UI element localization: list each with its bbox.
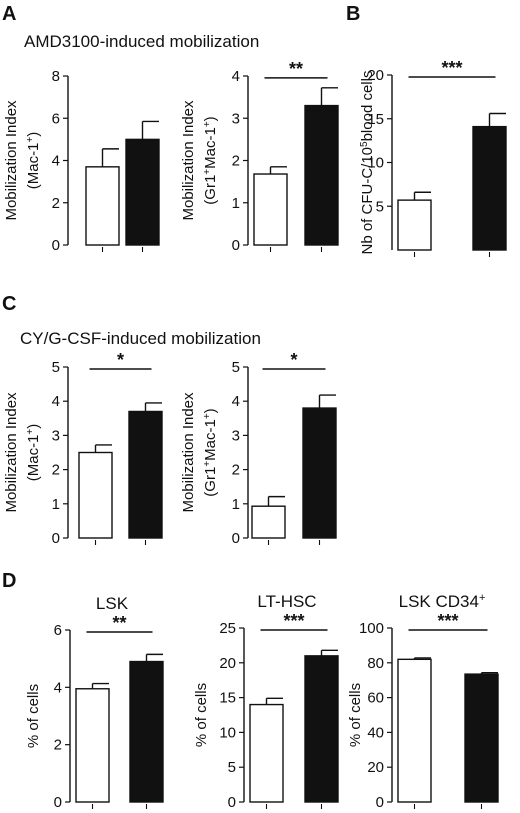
y-tick-label: 3: [232, 110, 240, 127]
significance-label: **: [289, 59, 303, 79]
y-tick-label: 20: [367, 759, 384, 776]
y-tick-label: 4: [232, 393, 240, 410]
y-tick-label: 0: [52, 530, 60, 547]
chart-d3: 0 20 40 60 80 100 % of cells ***LSK CD34+: [347, 592, 499, 811]
bar-treated: [129, 660, 164, 803]
y-tick-label: 40: [367, 724, 384, 741]
y-tick-label: 1: [232, 195, 240, 212]
chart-d2: 0 5 10 15 20 25 % of cells ***LT-HSC: [193, 592, 339, 811]
y-tick-label: 5: [228, 759, 236, 776]
y-tick-label: 15: [367, 111, 384, 128]
y-axis-label: (Gr1+Mac-1+): [202, 116, 220, 204]
y-tick-label: 4: [52, 153, 60, 170]
chart-d1: 0 2 4 6 % of cells **LSK: [25, 594, 164, 811]
y-tick-label: 100: [359, 620, 384, 637]
y-tick-label: 80: [367, 655, 384, 672]
bar-control: [249, 703, 284, 803]
y-tick-label: 2: [52, 195, 60, 212]
y-tick-label: 1: [52, 496, 60, 513]
y-tick-label: 5: [232, 359, 240, 376]
y-tick-label: 1: [232, 496, 240, 513]
significance-label: **: [112, 613, 126, 633]
bar-treated: [125, 138, 160, 246]
y-tick-label: 0: [52, 237, 60, 254]
y-tick-label: 5: [52, 359, 60, 376]
bar-treated: [302, 407, 337, 539]
chart-title: LT-HSC: [257, 592, 316, 611]
y-tick-label: 10: [367, 155, 384, 172]
y-axis-label: (Gr1+Mac-1+): [202, 408, 220, 496]
chart-a1: 0 2 4 6 8 Mobilization Index (Mac-1+): [3, 68, 160, 254]
y-tick-label: 8: [52, 68, 60, 85]
y-tick-label: 0: [232, 237, 240, 254]
significance-label: *: [290, 350, 297, 370]
bar-control: [253, 173, 288, 246]
y-axis-label: Nb of CFU-C/105blood cells: [359, 71, 377, 255]
panel-c-title: CY/G-CSF-induced mobilization: [20, 329, 261, 348]
bar-treated: [464, 673, 499, 803]
y-axis-label: % of cells: [193, 683, 210, 747]
chart-title: LSK CD34+: [399, 592, 486, 611]
bar-control: [78, 451, 113, 539]
y-tick-label: 2: [232, 153, 240, 170]
significance-label: ***: [283, 611, 304, 631]
y-axis-label: % of cells: [25, 684, 42, 748]
y-tick-label: 25: [219, 620, 236, 637]
y-tick-label: 20: [219, 655, 236, 672]
chart-a2: 0 1 2 3 4 Mobilization Index (Gr1+Mac-1+) **: [180, 59, 339, 254]
bar-treated: [304, 104, 339, 246]
significance-label: ***: [437, 611, 458, 631]
y-axis-label: (Mac-1+): [25, 424, 43, 482]
bar-treated: [304, 655, 339, 803]
panel-letter-b: B: [346, 3, 360, 25]
y-tick-label: 3: [232, 427, 240, 444]
y-tick-label: 6: [52, 110, 60, 127]
y-tick-label: 6: [54, 622, 62, 639]
y-axis-label: (Mac-1+): [25, 132, 43, 190]
charts-layer: 0 2 4 6 8 Mobilization Index (Mac-1+) 0 1 2 3 4 Mobi…: [3, 58, 507, 811]
y-tick-label: 4: [54, 679, 62, 696]
panel-letter-c: C: [2, 293, 16, 315]
y-tick-label: 2: [52, 462, 60, 479]
y-tick-label: 3: [52, 427, 60, 444]
panel-a-title: AMD3100-induced mobilization: [24, 32, 259, 51]
y-tick-label: 10: [219, 724, 236, 741]
y-tick-label: 0: [54, 794, 62, 811]
y-tick-label: 60: [367, 690, 384, 707]
y-tick-label: 0: [232, 530, 240, 547]
y-tick-label: 2: [232, 462, 240, 479]
significance-label: *: [117, 350, 124, 370]
y-tick-label: 2: [54, 737, 62, 754]
y-axis-label: Mobilization Index: [180, 100, 197, 221]
y-tick-label: 15: [219, 690, 236, 707]
bar-treated: [472, 125, 507, 251]
chart-c1: 0 1 2 3 4 5 Mobilization Index (Mac-1+) *: [3, 350, 163, 547]
y-tick-label: 20: [367, 67, 384, 84]
y-tick-label: 0: [376, 794, 384, 811]
y-axis-label: % of cells: [347, 683, 364, 747]
significance-label: ***: [441, 58, 462, 78]
bar-control: [397, 199, 432, 251]
bar-control: [397, 658, 432, 803]
y-tick-label: 4: [232, 68, 240, 85]
bar-control: [251, 505, 286, 539]
bar-control: [75, 688, 110, 803]
bar-control: [85, 166, 120, 246]
y-tick-label: 0: [228, 794, 236, 811]
chart-c2: 0 1 2 3 4 5 Mobilization Index (Gr1+Mac-1+) *: [180, 350, 337, 547]
chart-title: LSK: [96, 594, 129, 613]
y-axis-label: Mobilization Index: [180, 392, 197, 513]
bar-treated: [128, 410, 163, 539]
y-tick-label: 4: [52, 393, 60, 410]
y-axis-label: Mobilization Index: [3, 100, 20, 221]
panel-letter-a: A: [2, 3, 16, 25]
y-tick-label: 5: [376, 198, 384, 215]
y-axis-label: Mobilization Index: [3, 392, 20, 513]
panel-letter-d: D: [2, 570, 16, 592]
